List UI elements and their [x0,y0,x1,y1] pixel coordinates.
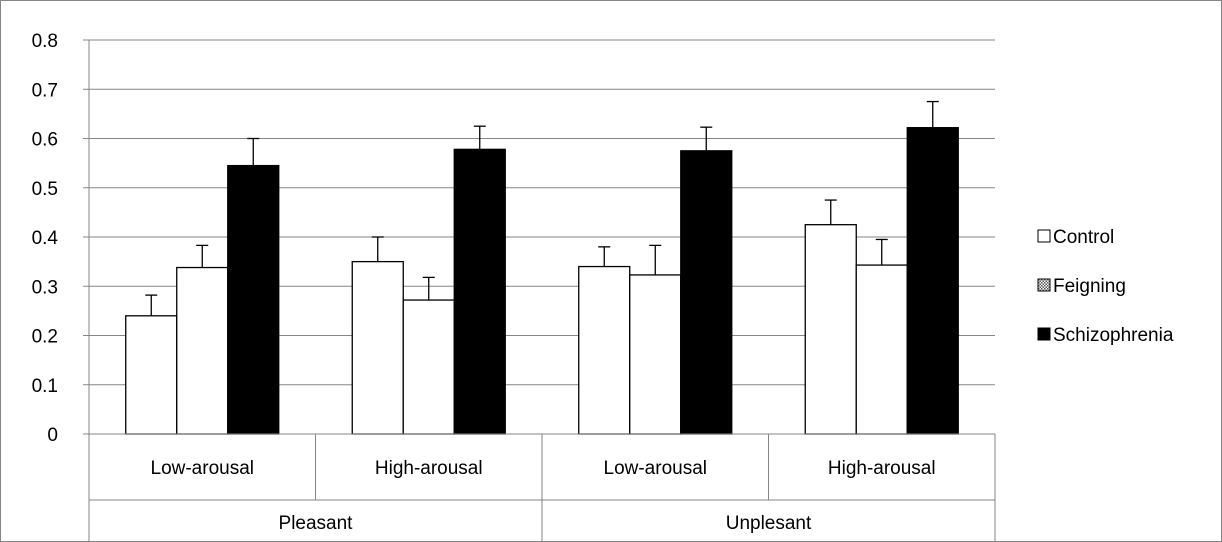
bar-feigning [402,299,455,435]
legend-label-schizophrenia: Schizophrenia [1053,325,1174,346]
y-tick-label: 0.6 [32,130,58,151]
legend-label-control: Control [1053,227,1114,248]
x-category-label: High-arousal [375,458,483,479]
legend: Control Feigning Schizophrenia [1037,227,1174,346]
x-category-label: Low-arousal [151,458,255,479]
bar-feigning [176,266,229,435]
bar-feigning [855,264,908,435]
x-group-label: Pleasant [279,513,354,534]
bar-schizophrenia [680,150,733,435]
x-axis-labels: Low-arousal High-arousal Low-arousal High-a… [151,458,936,534]
y-tick-label: 0.7 [32,80,58,101]
legend-swatch-control [1037,229,1051,243]
bar-control [125,315,178,435]
bar-schizophrenia [906,127,959,435]
bar-schizophrenia [453,148,506,435]
legend-label-feigning: Feigning [1053,276,1126,297]
bar-control [578,265,631,435]
y-tick-label: 0.1 [32,376,58,397]
bar-feigning [629,274,682,435]
x-group-label: Unplesant [726,513,812,534]
legend-swatch-feigning [1037,278,1051,292]
x-category-label: High-arousal [828,458,936,479]
bar-control [804,224,857,435]
bars [125,100,959,435]
x-category-label: Low-arousal [604,458,708,479]
y-tick-label: 0.3 [32,277,58,298]
axes [88,40,996,541]
bar-control [351,260,404,435]
y-tick-label: 0.2 [32,327,58,348]
y-axis-ticks: 0 0.1 0.2 0.3 0.4 0.5 0.6 0.7 0.8 [32,31,59,446]
bar-schizophrenia [227,164,280,435]
y-tick-label: 0.8 [32,31,58,52]
y-tick-label: 0.5 [32,179,58,200]
y-tick-label: 0 [47,425,58,446]
legend-swatch-schizophrenia [1037,327,1051,341]
y-tick-label: 0.4 [32,228,59,249]
